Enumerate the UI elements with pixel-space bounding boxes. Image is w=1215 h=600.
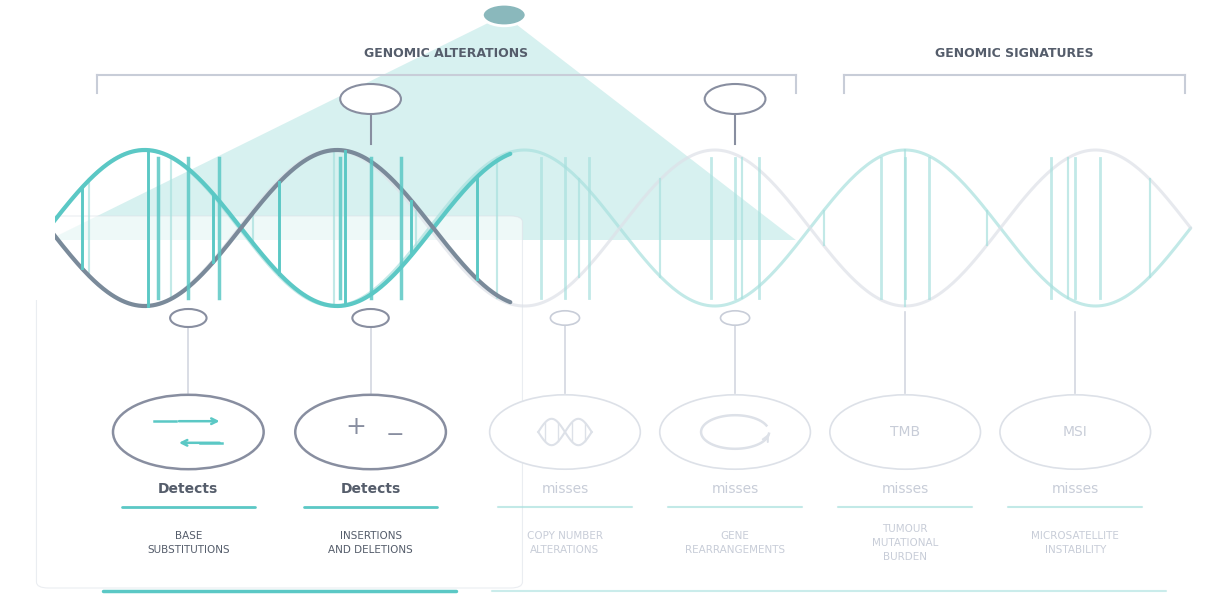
Circle shape: [720, 311, 750, 325]
Text: misses: misses: [1052, 482, 1098, 496]
Polygon shape: [49, 15, 796, 240]
FancyBboxPatch shape: [36, 216, 522, 588]
Circle shape: [113, 395, 264, 469]
Text: BASE
SUBSTITUTIONS: BASE SUBSTITUTIONS: [147, 531, 230, 555]
Circle shape: [352, 309, 389, 327]
Text: GENOMIC SIGNATURES: GENOMIC SIGNATURES: [936, 47, 1094, 60]
Circle shape: [660, 395, 810, 469]
Text: TUMOUR
MUTATIONAL
BURDEN: TUMOUR MUTATIONAL BURDEN: [872, 524, 938, 562]
Circle shape: [295, 395, 446, 469]
Text: +: +: [345, 415, 367, 439]
Text: misses: misses: [882, 482, 928, 496]
Circle shape: [490, 395, 640, 469]
Text: MSI: MSI: [1063, 425, 1087, 439]
Circle shape: [1000, 395, 1151, 469]
Text: −: −: [385, 425, 405, 445]
Circle shape: [170, 309, 207, 327]
Text: GENOMIC ALTERATIONS: GENOMIC ALTERATIONS: [364, 47, 529, 60]
Circle shape: [550, 311, 580, 325]
Text: INSERTIONS
AND DELETIONS: INSERTIONS AND DELETIONS: [328, 531, 413, 555]
Text: MICROSATELLITE
INSTABILITY: MICROSATELLITE INSTABILITY: [1032, 531, 1119, 555]
Text: misses: misses: [542, 482, 588, 496]
Circle shape: [705, 84, 765, 114]
Circle shape: [482, 4, 526, 26]
Text: TMB: TMB: [891, 425, 920, 439]
Circle shape: [340, 84, 401, 114]
Bar: [0, 120, 55, 300]
Text: misses: misses: [712, 482, 758, 496]
Text: GENE
REARRANGEMENTS: GENE REARRANGEMENTS: [685, 531, 785, 555]
Text: Detects: Detects: [158, 482, 219, 496]
Circle shape: [830, 395, 981, 469]
Text: COPY NUMBER
ALTERATIONS: COPY NUMBER ALTERATIONS: [527, 531, 603, 555]
Text: Detects: Detects: [340, 482, 401, 496]
